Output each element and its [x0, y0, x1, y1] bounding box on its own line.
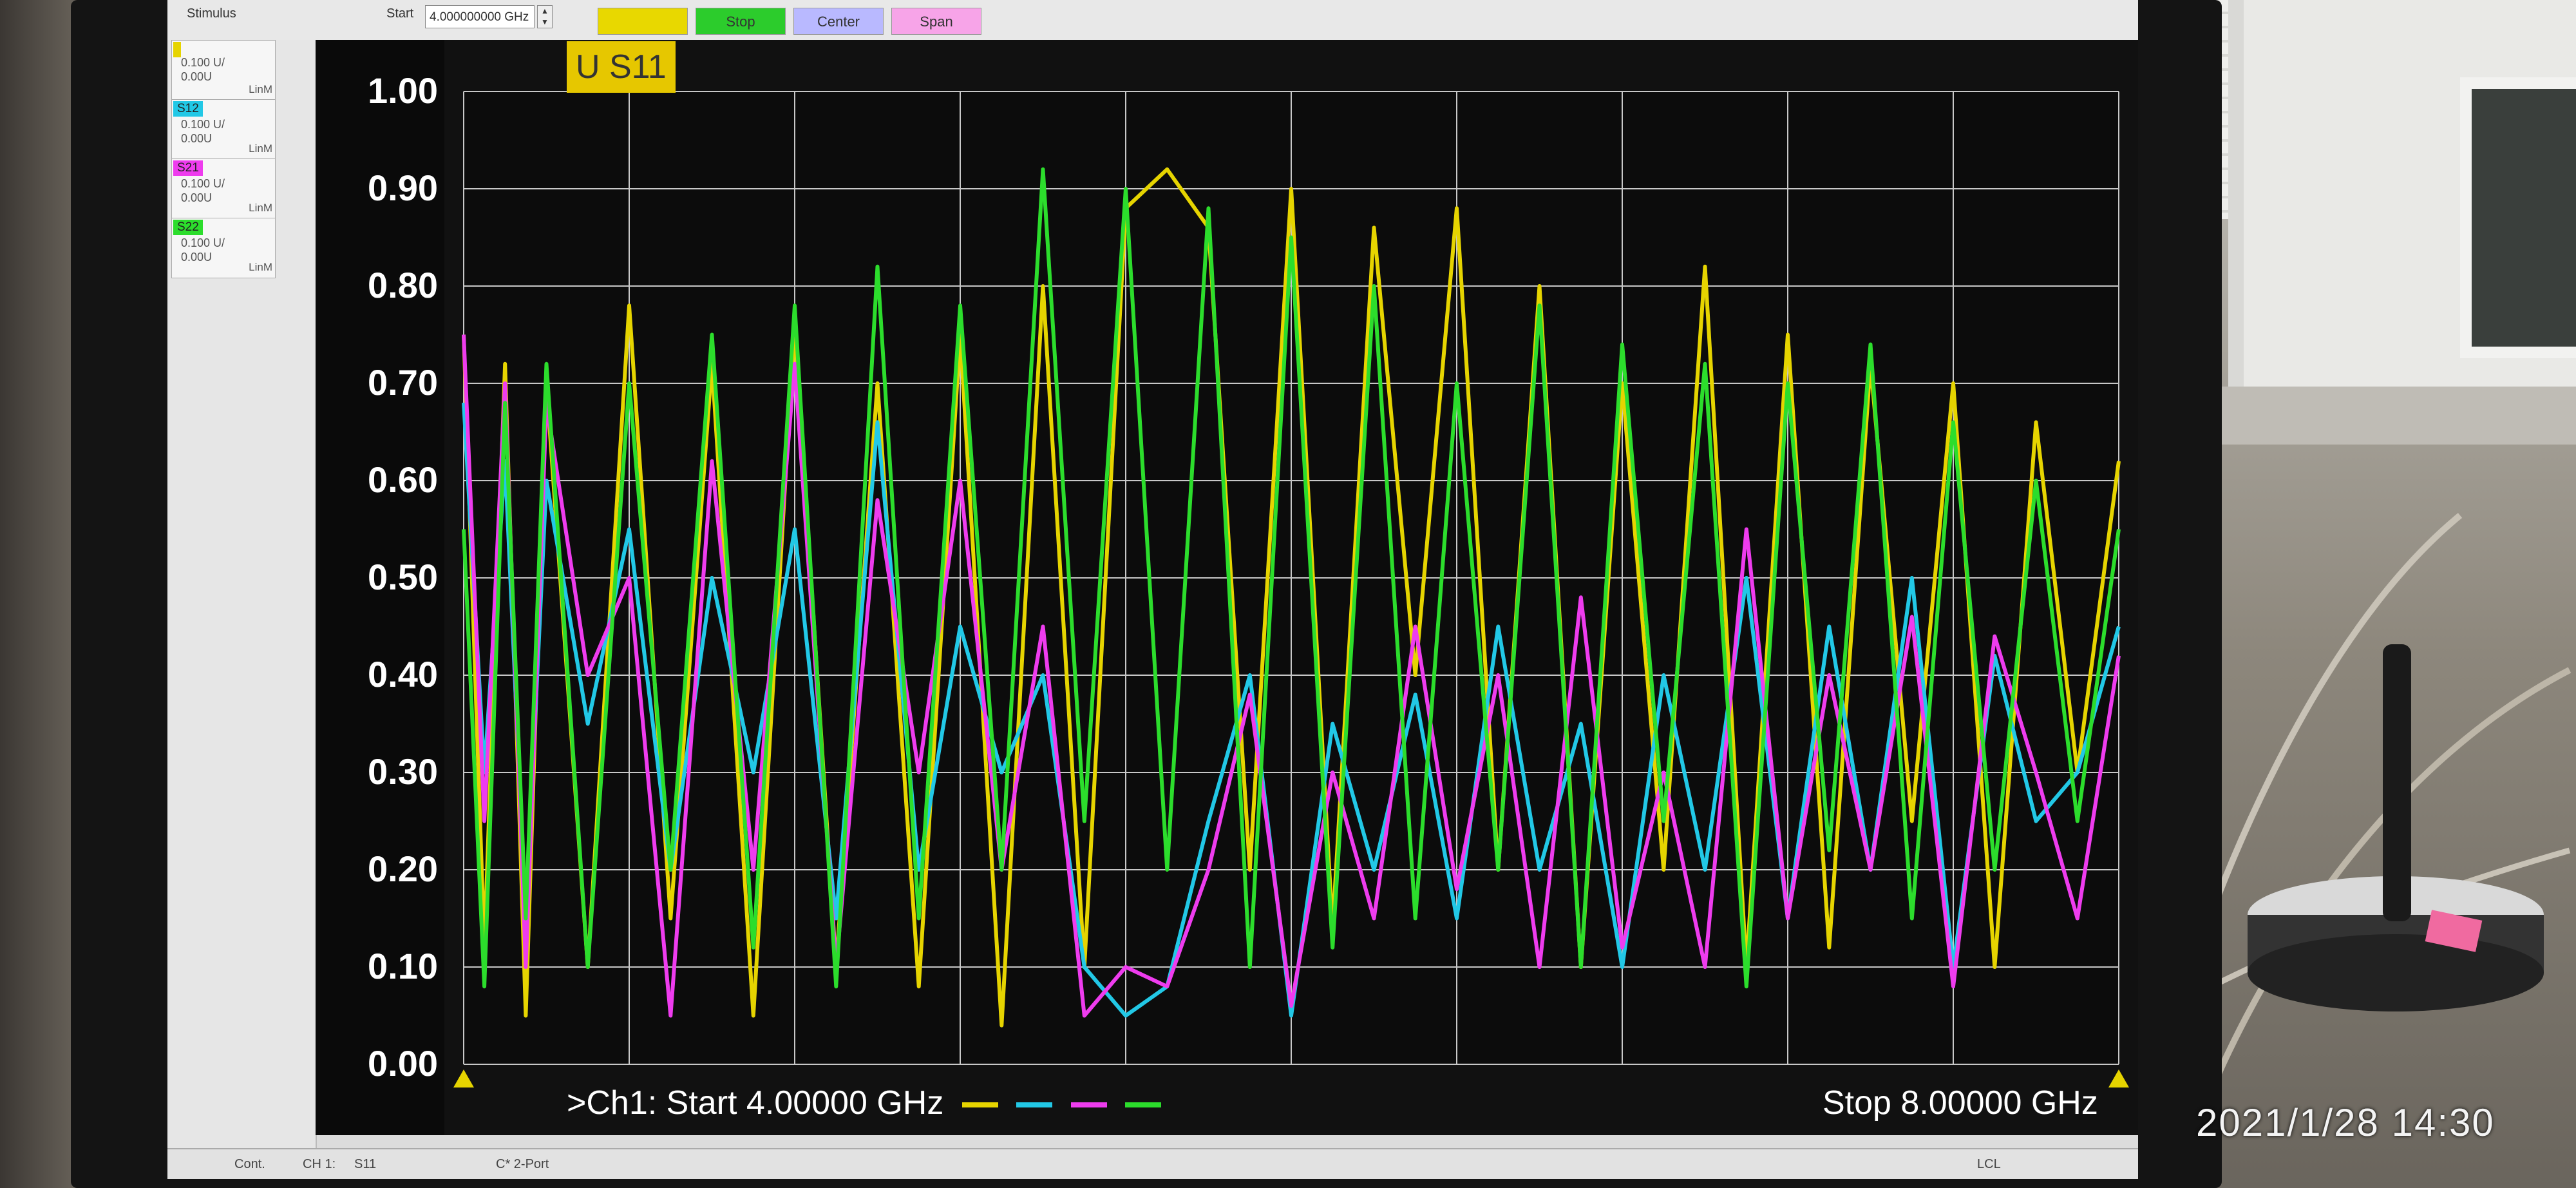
y-tick-label: 0.10 — [368, 946, 438, 986]
vna-screen: Stimulus Start 4.000000000 GHz ▲ ▼ Stop C… — [167, 0, 2138, 1179]
softkey-button-1[interactable] — [598, 8, 688, 35]
y-tick-label: 0.00 — [368, 1043, 438, 1084]
trace-scale: 0.100 U/ — [181, 56, 225, 69]
sweep-mode: Cont. — [234, 1157, 265, 1171]
trace-ref: 0.00U — [181, 70, 213, 83]
trace-unit: LinM — [249, 261, 272, 273]
trace-scale: 0.100 U/ — [181, 177, 225, 190]
trace-ref: 0.00U — [181, 191, 213, 204]
plot-canvas[interactable] — [316, 40, 2138, 1135]
coax-cables — [2135, 513, 2571, 1180]
window-pane — [2460, 77, 2576, 358]
trace-entry-s12[interactable]: S12 0.100 U/ 0.00U LinM — [171, 99, 276, 160]
legend-swatch-s12 — [1016, 1102, 1053, 1108]
trace-entry-s11[interactable]: 0.100 U/ 0.00U LinM — [171, 40, 276, 101]
trace-line-s11 — [462, 167, 2121, 1028]
legend-swatch-s22 — [1125, 1102, 1162, 1108]
start-marker-icon — [453, 1069, 474, 1087]
channel-start-readout: >Ch1: Start 4.00000 GHz — [567, 1084, 1162, 1122]
trace-name: S12 — [173, 101, 203, 117]
trace-line-s21 — [462, 334, 2121, 1018]
stimulus-toolbar: Stimulus Start 4.000000000 GHz ▲ ▼ Stop C… — [167, 0, 2138, 41]
shelf — [2164, 387, 2576, 445]
trace-list-panel: 0.100 U/ 0.00U LinM S12 0.100 U/ 0.00U L… — [167, 40, 317, 1148]
stimulus-label: Stimulus — [187, 6, 236, 21]
calibration-status: C* 2-Port — [496, 1157, 549, 1171]
trace-line-s22 — [462, 167, 2121, 989]
y-tick-label: 0.30 — [368, 751, 438, 792]
measurement-plot[interactable]: 1.00 0.90 0.80 0.70 0.60 0.50 0.40 0.30 0.20 0.10… — [316, 40, 2138, 1135]
trace-unit: LinM — [249, 202, 272, 214]
stop-marker-icon — [2108, 1069, 2129, 1087]
stop-button[interactable]: Stop — [696, 8, 786, 35]
y-tick-label: 0.40 — [368, 654, 438, 695]
start-spinner[interactable]: ▲ ▼ — [537, 5, 553, 28]
y-tick-label: 0.60 — [368, 459, 438, 500]
center-button[interactable]: Center — [793, 8, 884, 35]
span-button[interactable]: Span — [891, 8, 981, 35]
status-channel: CH 1: — [303, 1157, 336, 1171]
trace-ref: 0.00U — [181, 132, 213, 145]
trace-name — [173, 42, 181, 57]
trace-name: S22 — [173, 220, 203, 235]
photo-timestamp: 2021/1/28 14:30 — [2196, 1101, 2495, 1144]
y-tick-label: 0.90 — [368, 168, 438, 208]
y-axis-strip — [316, 40, 444, 1135]
status-bar: Cont. CH 1: S11 C* 2-Port LCL — [167, 1148, 2138, 1179]
lcl-indicator: LCL — [1977, 1157, 2001, 1171]
y-tick-label: 0.80 — [368, 265, 438, 305]
active-trace-label[interactable]: U S11 — [567, 41, 676, 93]
status-trace: S11 — [354, 1157, 377, 1171]
trace-entry-s22[interactable]: S22 0.100 U/ 0.00U LinM — [171, 218, 276, 278]
start-label: Start — [386, 6, 414, 21]
legend-swatch-s11 — [961, 1102, 998, 1108]
y-tick-label: 0.50 — [368, 557, 438, 597]
trace-unit: LinM — [249, 142, 272, 155]
trace-name: S21 — [173, 160, 203, 176]
trace-unit: LinM — [249, 83, 272, 95]
y-tick-label: 0.70 — [368, 362, 438, 403]
trace-entry-s21[interactable]: S21 0.100 U/ 0.00U LinM — [171, 158, 276, 219]
trace-scale: 0.100 U/ — [181, 236, 225, 249]
stop-readout: Stop 8.00000 GHz — [1823, 1084, 2098, 1122]
start-readout-text: >Ch1: Start 4.00000 GHz — [567, 1084, 944, 1122]
y-tick-label: 1.00 — [368, 70, 438, 111]
trace-scale: 0.100 U/ — [181, 118, 225, 131]
trace-ref: 0.00U — [181, 251, 213, 263]
start-frequency-input[interactable]: 4.000000000 GHz — [425, 5, 535, 28]
legend-swatch-s21 — [1070, 1102, 1107, 1108]
y-tick-label: 0.20 — [368, 848, 438, 889]
